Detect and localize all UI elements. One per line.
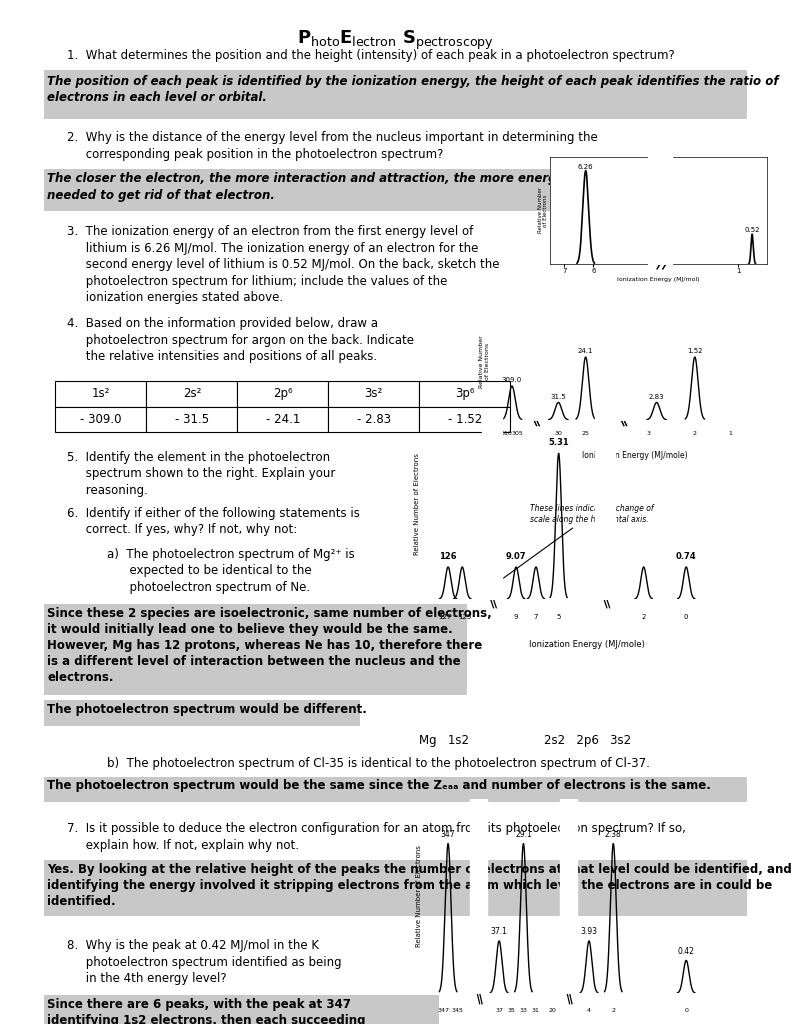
Text: 0.52: 0.52 — [744, 227, 760, 233]
FancyBboxPatch shape — [44, 995, 439, 1024]
FancyBboxPatch shape — [44, 604, 467, 695]
Text: 1.  What determines the position and the height (intensity) of each peak in a ph: 1. What determines the position and the … — [67, 49, 675, 62]
Text: 0: 0 — [684, 1009, 688, 1013]
Text: 24.1: 24.1 — [578, 348, 593, 354]
Text: 0: 0 — [684, 613, 688, 620]
FancyBboxPatch shape — [237, 381, 328, 407]
Text: 3.93: 3.93 — [581, 928, 597, 936]
Text: 347: 347 — [441, 830, 456, 839]
Text: These lines indicate a change of
scale along the horizontal axis.: These lines indicate a change of scale a… — [494, 505, 654, 585]
FancyBboxPatch shape — [419, 381, 510, 407]
Text: 9.07: 9.07 — [506, 552, 526, 561]
Text: The photoelectron spectrum would be the same since the Zₑₐₐ and number of electr: The photoelectron spectrum would be the … — [47, 779, 711, 793]
Text: a)  The photoelectron spectrum of Mg²⁺ is
      expected to be identical to the
: a) The photoelectron spectrum of Mg²⁺ is… — [107, 548, 354, 594]
Text: 3p⁶: 3p⁶ — [455, 387, 475, 400]
Text: 37: 37 — [495, 1009, 503, 1013]
Text: 7: 7 — [534, 613, 538, 620]
Text: 7.  Is it possible to deduce the electron configuration for an atom from its pho: 7. Is it possible to deduce the electron… — [67, 822, 686, 852]
Text: 345: 345 — [452, 1009, 464, 1013]
Text: 3: 3 — [646, 431, 650, 436]
Text: b)  The photoelectron spectrum of Cl-35 is identical to the photoelectron spectr: b) The photoelectron spectrum of Cl-35 i… — [107, 757, 649, 770]
Text: 2: 2 — [642, 613, 646, 620]
FancyBboxPatch shape — [44, 860, 747, 916]
Text: 1.52: 1.52 — [687, 348, 702, 354]
Text: 35: 35 — [507, 1009, 515, 1013]
Text: The photoelectron spectrum would be different.: The photoelectron spectrum would be diff… — [47, 703, 367, 717]
Text: 5.31: 5.31 — [548, 438, 569, 447]
Text: 2: 2 — [611, 1009, 615, 1013]
Text: 33: 33 — [520, 1009, 528, 1013]
Text: 310: 310 — [501, 431, 513, 436]
FancyBboxPatch shape — [146, 407, 237, 432]
Text: Relative Number of Electrons: Relative Number of Electrons — [416, 845, 422, 947]
Text: 8.  Why is the peak at 0.42 MJ/mol in the K
     photoelectron spectrum identifi: 8. Why is the peak at 0.42 MJ/mol in the… — [67, 939, 342, 985]
Text: 4: 4 — [587, 1009, 591, 1013]
Text: - 31.5: - 31.5 — [175, 413, 209, 426]
FancyBboxPatch shape — [44, 70, 747, 119]
Text: 4.  Based on the information provided below, draw a
     photoelectron spectrum : 4. Based on the information provided bel… — [67, 317, 414, 364]
Text: Mg   1s2                    2s2   2p6   3s2: Mg 1s2 2s2 2p6 3s2 — [419, 734, 631, 748]
Text: Ionization Energy (MJ/mole): Ionization Energy (MJ/mole) — [529, 640, 645, 649]
Text: Relative Number
of Electrons: Relative Number of Electrons — [479, 336, 490, 388]
Text: 3s²: 3s² — [365, 387, 383, 400]
Text: Since there are 6 peaks, with the peak at 347
identifying 1s2 electrons, then ea: Since there are 6 peaks, with the peak a… — [47, 998, 366, 1024]
Text: 2: 2 — [693, 431, 697, 436]
Text: 2.38: 2.38 — [605, 830, 622, 839]
Text: 6.  Identify if either of the following statements is
     correct. If yes, why?: 6. Identify if either of the following s… — [67, 507, 360, 537]
Text: 2.83: 2.83 — [649, 393, 664, 399]
Text: 347: 347 — [437, 1009, 449, 1013]
Y-axis label: Relative Number
of Electrons: Relative Number of Electrons — [538, 187, 548, 233]
Text: - 2.83: - 2.83 — [357, 413, 391, 426]
Text: 2.  Why is the distance of the energy level from the nucleus important in determ: 2. Why is the distance of the energy lev… — [67, 131, 598, 161]
Text: 0.74: 0.74 — [676, 552, 697, 561]
Text: $\mathbf{P}_{\mathrm{hoto}}\mathbf{E}_{\mathrm{lectron}}\ \mathbf{S}_{\mathrm{pe: $\mathbf{P}_{\mathrm{hoto}}\mathbf{E}_{\… — [297, 29, 494, 52]
Text: 0.42: 0.42 — [678, 947, 694, 955]
Text: 5: 5 — [556, 613, 561, 620]
Text: 25: 25 — [581, 431, 589, 436]
Text: 30: 30 — [554, 431, 562, 436]
Text: 305: 305 — [512, 431, 524, 436]
FancyBboxPatch shape — [146, 381, 237, 407]
Text: 9: 9 — [514, 613, 518, 620]
Text: - 24.1: - 24.1 — [266, 413, 300, 426]
Text: 29.1: 29.1 — [515, 830, 532, 839]
Text: 2p⁶: 2p⁶ — [273, 387, 293, 400]
Text: 1s²: 1s² — [92, 387, 110, 400]
Text: - 309.0: - 309.0 — [80, 413, 122, 426]
Text: 127: 127 — [438, 613, 452, 620]
Text: Relative Number of Electrons: Relative Number of Electrons — [414, 454, 420, 555]
Text: 126: 126 — [439, 552, 457, 561]
Text: Yes. By looking at the relative height of the peaks the number of electrons at t: Yes. By looking at the relative height o… — [47, 863, 791, 908]
Text: 6.26: 6.26 — [578, 164, 593, 170]
Text: The position of each peak is identified by the ionization energy, the height of : The position of each peak is identified … — [47, 75, 779, 104]
Text: 309.0: 309.0 — [501, 377, 522, 383]
Text: 3.  The ionization energy of an electron from the first energy level of
     lit: 3. The ionization energy of an electron … — [67, 225, 500, 304]
Text: 5.  Identify the element in the photoelectron
     spectrum shown to the right. : 5. Identify the element in the photoelec… — [67, 451, 335, 497]
Text: Since these 2 species are isoelectronic, same number of electrons,
it would init: Since these 2 species are isoelectronic,… — [47, 607, 492, 684]
Text: 31: 31 — [532, 1009, 539, 1013]
Text: Ionization Energy (MJ/mole): Ionization Energy (MJ/mole) — [582, 451, 687, 460]
FancyBboxPatch shape — [237, 407, 328, 432]
FancyBboxPatch shape — [328, 381, 419, 407]
FancyBboxPatch shape — [44, 700, 360, 726]
X-axis label: Ionization Energy (MJ/mol): Ionization Energy (MJ/mol) — [617, 278, 700, 283]
Text: - 1.52: - 1.52 — [448, 413, 482, 426]
Text: 1: 1 — [729, 431, 732, 436]
Text: 2s²: 2s² — [183, 387, 201, 400]
FancyBboxPatch shape — [328, 407, 419, 432]
FancyBboxPatch shape — [44, 169, 747, 211]
FancyBboxPatch shape — [55, 407, 146, 432]
FancyBboxPatch shape — [55, 381, 146, 407]
Text: 37.1: 37.1 — [490, 928, 508, 936]
Text: The closer the electron, the more interaction and attraction, the more energy is: The closer the electron, the more intera… — [47, 172, 580, 202]
Text: 125: 125 — [459, 613, 471, 620]
Text: 20: 20 — [549, 1009, 557, 1013]
FancyBboxPatch shape — [44, 777, 747, 802]
FancyBboxPatch shape — [419, 407, 510, 432]
Text: 31.5: 31.5 — [551, 393, 566, 399]
